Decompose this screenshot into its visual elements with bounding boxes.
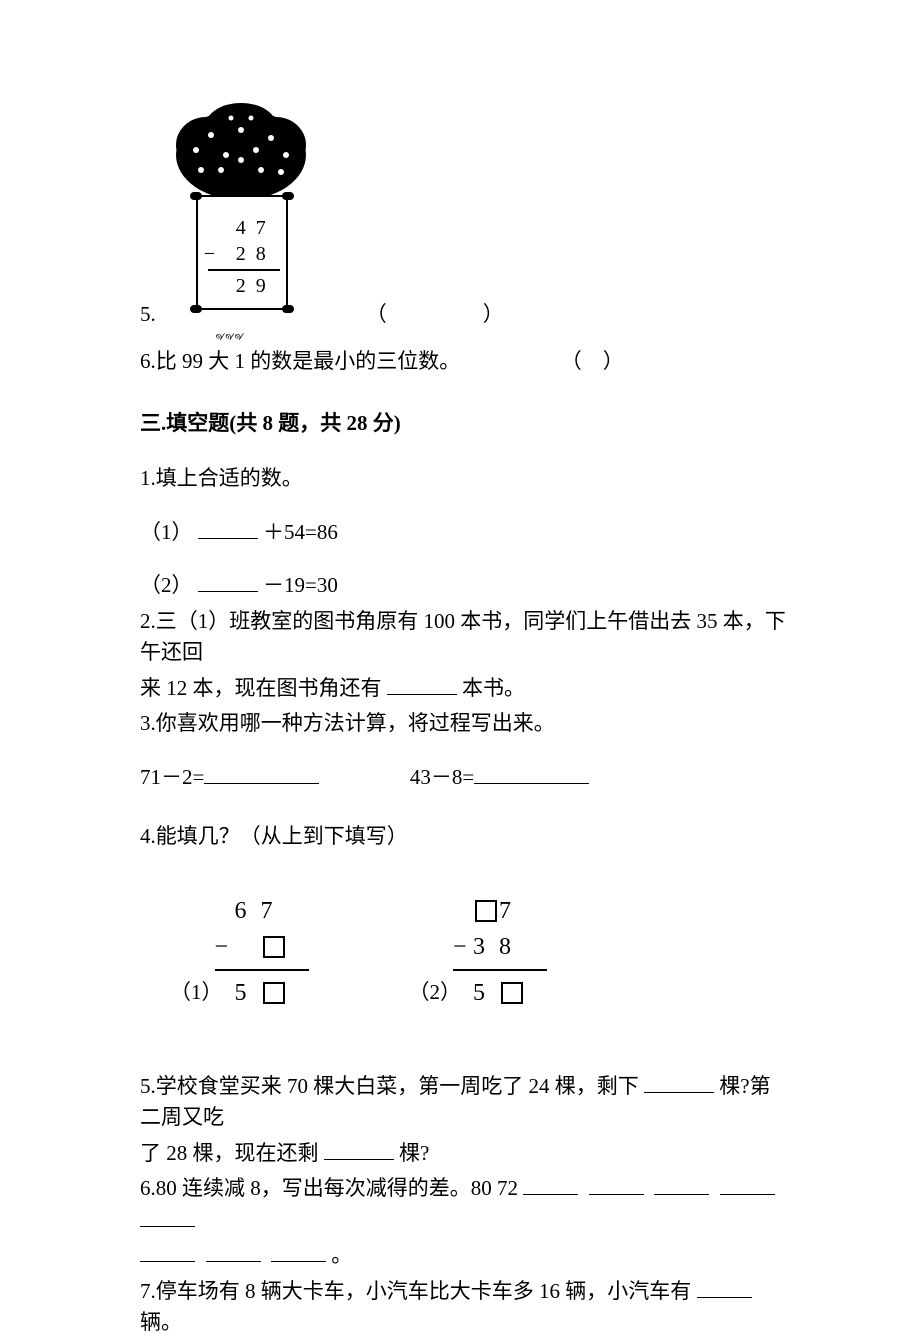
answer-box[interactable] <box>475 900 497 922</box>
fill-q3-intro: 3.你喜欢用哪一种方法计算，将过程写出来。 <box>140 708 790 740</box>
answer-parenthesis[interactable]: （ ） <box>561 349 624 373</box>
tree-scroll-illustration: 47 −28 29 ୶୶୶ <box>166 100 316 330</box>
minus-sign: − <box>453 929 481 965</box>
fill-q2-line1: 2.三（1）班教室的图书角原有 100 本书，同学们上午借出去 35 本，下午还… <box>140 606 790 669</box>
answer-parenthesis[interactable]: （ ） <box>366 299 522 331</box>
answer-blank[interactable] <box>387 675 457 695</box>
q5-number: 5. <box>140 299 156 331</box>
question-5-truefalse: 5. 47 −28 29 <box>140 100 790 330</box>
question-6-truefalse: 6.比 99 大 1 的数是最小的三位数。 （ ） <box>140 346 790 378</box>
tree-feet-icon: ୶୶୶ <box>216 327 244 345</box>
answer-blank[interactable] <box>654 1175 709 1195</box>
fill-q4-problems: （1） 67 − 5 （2） 7 −38 5 <box>170 893 790 1011</box>
fill-q2-line2: 来 12 本，现在图书角还有 本书。 <box>140 673 790 705</box>
answer-blank[interactable] <box>523 1175 578 1195</box>
minus-sign: − <box>204 241 225 267</box>
fill-q5-line1: 5.学校食堂买来 70 棵大白菜，第一周吃了 24 棵，剩下 棵?第二周又吃 <box>140 1071 790 1134</box>
minus-sign: − <box>215 929 243 965</box>
answer-blank[interactable] <box>198 572 258 592</box>
fill-q1-part2: （2） －19=30 <box>140 570 790 602</box>
column-subtraction-1: 67 − 5 <box>235 893 289 1011</box>
section-3-heading: 三.填空题(共 8 题，共 28 分) <box>140 408 790 440</box>
fill-q4-p2: （2） 7 −38 5 <box>409 893 528 1011</box>
answer-blank[interactable] <box>198 519 258 539</box>
answer-blank[interactable] <box>204 764 319 784</box>
answer-blank[interactable] <box>720 1175 775 1195</box>
scroll-box: 47 −28 29 <box>196 195 288 310</box>
answer-blank[interactable] <box>697 1278 752 1298</box>
answer-blank[interactable] <box>140 1242 195 1262</box>
answer-blank[interactable] <box>589 1175 644 1195</box>
fill-q3-equations: 71－2= 43－8= <box>140 762 790 794</box>
fill-q7: 7.停车场有 8 辆大卡车，小汽车比大卡车多 16 辆，小汽车有 辆。 <box>140 1276 790 1339</box>
fill-q6-line2: 。 <box>140 1240 790 1272</box>
answer-blank[interactable] <box>324 1140 394 1160</box>
column-subtraction-2: 7 −38 5 <box>473 893 527 1011</box>
fill-q6-line1: 6.80 连续减 8，写出每次减得的差。80 72 <box>140 1173 790 1236</box>
answer-blank[interactable] <box>644 1073 714 1093</box>
fill-q5-line2: 了 28 棵，现在还剩 棵? <box>140 1138 790 1170</box>
fill-q4-intro: 4.能填几？（从上到下填写） <box>140 821 790 853</box>
answer-box[interactable] <box>263 936 285 958</box>
answer-box[interactable] <box>263 982 285 1004</box>
fill-q1-part1: （1） ＋54=86 <box>140 517 790 549</box>
fill-q1-intro: 1.填上合适的数。 <box>140 463 790 495</box>
fill-q4-p1: （1） 67 − 5 <box>170 893 289 1011</box>
answer-box[interactable] <box>501 982 523 1004</box>
answer-blank[interactable] <box>206 1242 261 1262</box>
subtraction-problem: 47 −28 29 <box>208 215 280 299</box>
answer-blank[interactable] <box>474 764 589 784</box>
answer-blank[interactable] <box>271 1242 326 1262</box>
answer-blank[interactable] <box>140 1207 195 1227</box>
